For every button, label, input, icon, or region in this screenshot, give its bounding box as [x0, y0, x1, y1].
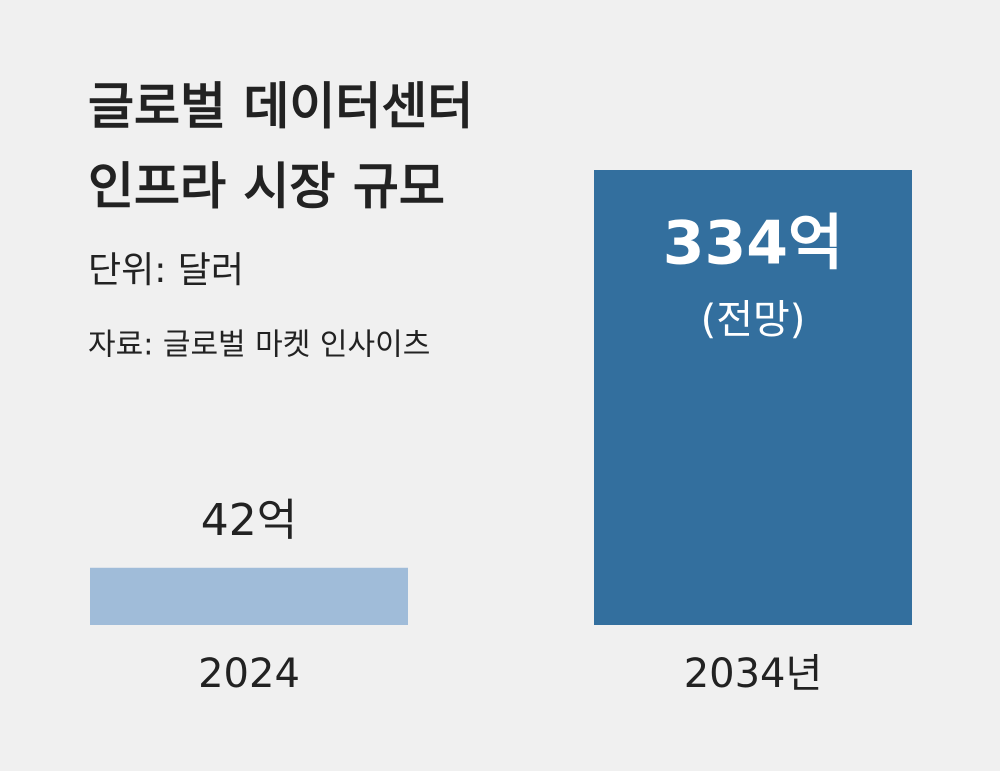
x-tick-label: 2024 — [198, 651, 300, 697]
chart-title: 인프라 시장 규모 — [88, 158, 445, 216]
bar — [594, 170, 912, 625]
annotation: (전망) — [701, 297, 806, 343]
chart-subtitle: 단위: 달러 — [88, 250, 244, 291]
data-label: 334억 — [663, 209, 843, 279]
x-tick-label: 2034년 — [684, 651, 823, 697]
chart-title: 글로벌 데이터센터 — [88, 78, 473, 136]
chart-source: 자료: 글로벌 마켓 인사이츠 — [88, 328, 430, 363]
bar — [90, 567, 408, 625]
data-label: 42억 — [201, 495, 297, 546]
